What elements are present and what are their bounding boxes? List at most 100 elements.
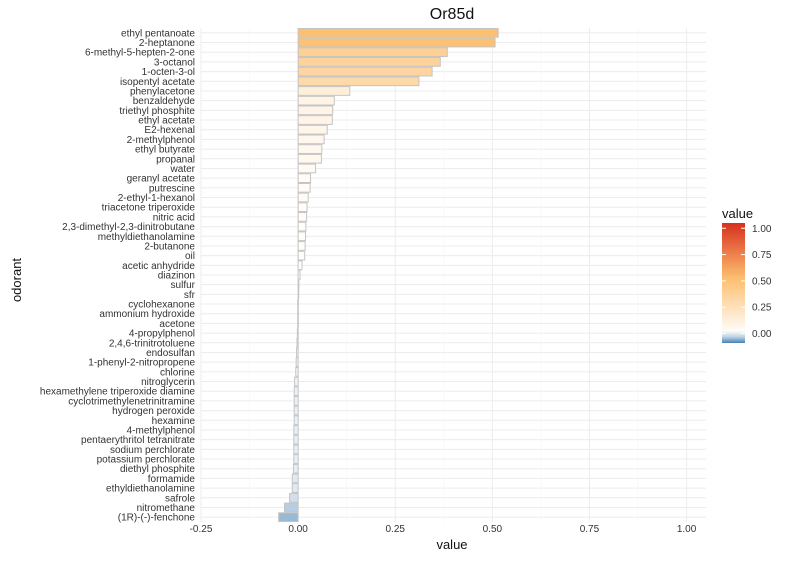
bar <box>297 37 496 48</box>
bar <box>297 308 299 319</box>
y-tick-label: hexamethylene triperoxide diamine <box>40 387 196 398</box>
y-tick-label: geranyl acetate <box>127 174 196 185</box>
y-tick-label: 2,4,6-trinitrotoluene <box>109 338 196 349</box>
legend: value 1.00 0.75 0.50 0.25 0.00 <box>722 206 772 343</box>
y-tick-label: putrescine <box>149 183 196 194</box>
bars <box>278 27 499 523</box>
legend-tick-label: 0.75 <box>752 250 772 261</box>
bar <box>292 463 299 474</box>
y-tick-labels: ethyl pentanoate2-heptanone6-methyl-5-he… <box>40 28 196 523</box>
bar <box>293 386 299 397</box>
legend-ticks: 1.00 0.75 0.50 0.25 0.00 <box>722 224 772 340</box>
bar <box>297 47 448 58</box>
bar <box>297 318 299 329</box>
x-tick-label: 1.00 <box>677 524 697 535</box>
bar <box>297 289 300 300</box>
bar <box>291 483 299 493</box>
x-tick-label: 0.50 <box>483 524 503 535</box>
bar <box>297 299 299 309</box>
legend-colorbar <box>722 223 745 343</box>
bar <box>297 241 306 251</box>
bar <box>297 231 306 242</box>
y-tick-label: 1-octen-3-ol <box>142 67 195 78</box>
chart-title: Or85d <box>430 6 474 23</box>
y-tick-label: phenylacetone <box>130 86 195 97</box>
bar <box>297 250 306 261</box>
y-tick-label: chlorine <box>160 367 195 378</box>
y-tick-label: sulfur <box>171 280 196 291</box>
bar <box>297 124 328 135</box>
y-tick-label: safrole <box>165 493 195 504</box>
x-tick-labels: -0.25 0.00 0.25 0.50 0.75 1.00 <box>190 524 697 535</box>
bar <box>296 337 299 348</box>
bar <box>297 57 441 67</box>
bar <box>295 357 299 368</box>
bar <box>297 115 333 125</box>
bar <box>297 95 335 106</box>
bar <box>278 512 299 523</box>
y-tick-label: pentaerythritol tetranitrate <box>81 435 195 446</box>
bar <box>293 396 299 406</box>
y-tick-label: propanal <box>156 154 195 165</box>
x-tick-label: 0.00 <box>288 524 308 535</box>
bar <box>293 415 299 426</box>
y-tick-label: potassium perchlorate <box>97 455 196 466</box>
legend-tick-label: 0.00 <box>752 329 772 340</box>
y-tick-label: 2-methylphenol <box>127 135 195 146</box>
bar <box>297 270 301 280</box>
bar <box>296 347 299 358</box>
y-tick-label: 4-methylphenol <box>127 425 195 436</box>
y-tick-label: hydrogen peroxide <box>112 406 195 417</box>
bar <box>291 473 299 484</box>
y-axis-title: odorant <box>9 258 24 302</box>
bar <box>297 279 300 290</box>
y-tick-label: acetic anhydride <box>122 261 195 272</box>
y-tick-label: (1R)-(-)-fenchone <box>118 513 196 524</box>
bar <box>293 434 299 445</box>
bar <box>297 144 323 154</box>
y-tick-label: ethyl pentanoate <box>121 28 195 39</box>
legend-title: value <box>722 206 753 221</box>
y-tick-label: formamide <box>148 474 196 485</box>
legend-tick-label: 1.00 <box>752 224 772 235</box>
y-tick-label: cyclohexanone <box>128 300 195 311</box>
bar <box>297 27 499 38</box>
y-tick-label: water <box>170 164 196 175</box>
y-tick-label: triethyl phosphite <box>119 106 195 117</box>
y-tick-label: 3-octanol <box>154 57 195 68</box>
bar <box>297 212 308 222</box>
y-tick-label: triacetone triperoxide <box>102 203 196 214</box>
y-tick-label: 1-phenyl-2-nitropropene <box>88 358 195 369</box>
x-tick-label: 0.25 <box>385 524 405 535</box>
y-tick-label: ammonium hydroxide <box>99 309 195 320</box>
bar <box>297 86 351 96</box>
y-tick-label: ethyl acetate <box>138 116 195 127</box>
y-tick-label: cyclotrimethylenetrinitramine <box>68 396 195 407</box>
y-tick-label: acetone <box>159 319 195 330</box>
y-tick-label: oil <box>185 251 195 262</box>
bar <box>293 405 299 416</box>
y-tick-label: sfr <box>184 290 196 301</box>
y-tick-label: 2-butanone <box>144 241 195 252</box>
y-tick-label: diethyl phosphite <box>120 464 195 475</box>
y-tick-label: 6-methyl-5-hepten-2-one <box>85 48 195 59</box>
y-tick-label: 4-propylphenol <box>129 329 195 340</box>
y-tick-label: ethyl butyrate <box>135 145 195 156</box>
bar <box>293 454 299 464</box>
y-tick-label: endosulfan <box>146 348 195 359</box>
y-tick-label: diazinon <box>158 271 195 282</box>
x-tick-label: 0.75 <box>580 524 600 535</box>
y-tick-label: 2-ethyl-1-hexanol <box>118 193 195 204</box>
y-tick-label: ethyldiethanolamine <box>106 484 195 495</box>
bar <box>297 76 420 87</box>
grid <box>200 28 706 522</box>
bar <box>297 221 307 232</box>
bar <box>297 134 325 145</box>
y-tick-label: isopentyl acetate <box>120 77 195 88</box>
bar <box>293 425 299 435</box>
y-tick-label: sodium perchlorate <box>110 445 195 456</box>
bar <box>297 182 311 193</box>
bar <box>297 173 312 183</box>
